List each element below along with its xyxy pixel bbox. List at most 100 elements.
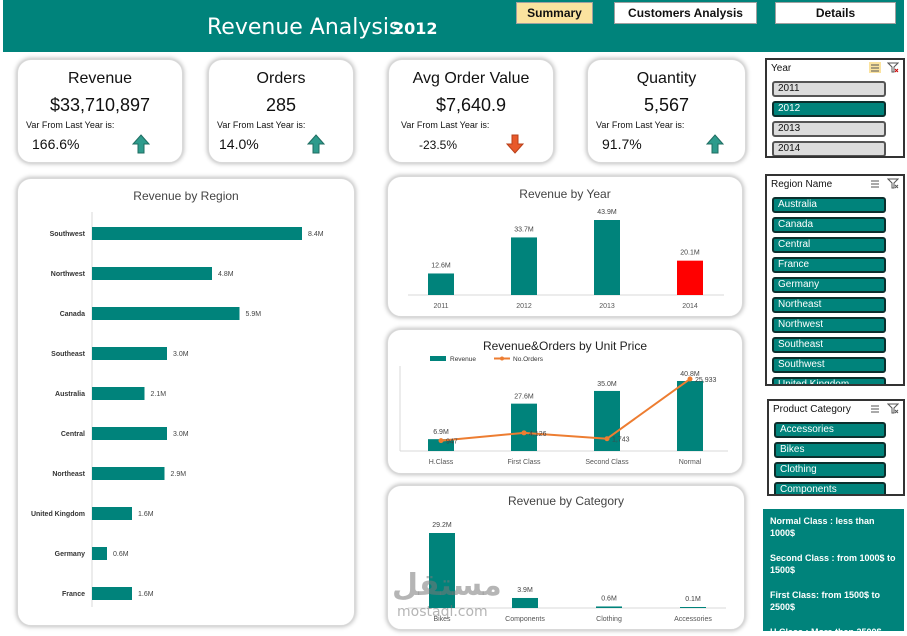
- chart-title: Revenue by Category: [507, 494, 625, 508]
- category-label: 2014: [682, 303, 698, 310]
- orders-point: [438, 438, 444, 444]
- slicer-title: Product Category: [773, 404, 851, 415]
- category-slicer-item[interactable]: Clothing: [774, 462, 886, 478]
- revenue-by-category-plot: 29.2M Bikes 3.9M Components 0.6M Clothing 0.1M…: [408, 522, 726, 623]
- revenue-by-year-plot: 12.6M 2011 33.7M 2012 43.9M 2013 20.1M 2014: [408, 209, 724, 310]
- category-label: Southwest: [50, 231, 86, 238]
- data-label: 6.9M: [433, 429, 449, 436]
- data-label: 947: [446, 439, 458, 446]
- region-bar: [92, 307, 240, 320]
- category-label: Clothing: [596, 616, 622, 623]
- year-slicer: Year 2011 2012 2013 2014: [765, 58, 905, 158]
- region-slicer-item[interactable]: Central: [772, 237, 886, 253]
- kpi-var-value: 14.0%: [219, 136, 259, 152]
- category-label: Bikes: [433, 616, 451, 623]
- clear-filter-icon[interactable]: [887, 62, 899, 73]
- price-class-note: Second Class : from 1000$ to 1500$: [770, 553, 896, 575]
- category-label: Australia: [55, 391, 85, 398]
- region-slicer-item[interactable]: Northwest: [772, 317, 886, 333]
- year-slicer-item[interactable]: 2014: [772, 141, 886, 156]
- category-label: First Class: [507, 459, 541, 466]
- data-label: 20.1M: [680, 250, 700, 257]
- data-label: 3.0M: [173, 351, 189, 358]
- category-bar: [680, 607, 706, 608]
- chart-title: Revenue by Year: [519, 187, 611, 201]
- category-label: Southeast: [51, 351, 86, 358]
- legend-label: Revenue: [450, 356, 476, 363]
- kpi-orders-card: Orders 285 Var From Last Year is: 14.0%: [208, 59, 354, 163]
- nav-summary-button[interactable]: Summary: [516, 2, 593, 24]
- category-label: Germany: [55, 551, 85, 558]
- legend-swatch: [430, 356, 446, 361]
- slicer-title: Year: [771, 63, 792, 74]
- clear-filter-icon[interactable]: [887, 403, 899, 414]
- price-class-legend: Normal Class : less than 1000$ Second Cl…: [763, 509, 904, 636]
- category-slicer-item[interactable]: Bikes: [774, 442, 886, 458]
- year-slicer-item[interactable]: 2012: [772, 101, 886, 117]
- kpi-value: $33,710,897: [49, 95, 151, 115]
- kpi-value: $7,640.9: [435, 95, 507, 115]
- arrow-down-icon: [506, 134, 524, 154]
- region-slicer-item[interactable]: Southeast: [772, 337, 886, 353]
- watermark-url: mostaql.com: [397, 604, 488, 620]
- region-slicer-item[interactable]: Canada: [772, 217, 886, 233]
- region-bar: [92, 347, 167, 360]
- category-label: Central: [61, 431, 85, 438]
- nav-customers-analysis-button[interactable]: Customers Analysis: [614, 2, 757, 24]
- region-bar: [92, 427, 167, 440]
- selected-year-label: 2012: [393, 19, 438, 38]
- region-bar: [92, 467, 165, 480]
- kpi-title: Avg Order Value: [412, 70, 530, 87]
- category-bar: [429, 533, 455, 608]
- data-label: 4.8M: [218, 271, 234, 278]
- price-class-note: H.Class : More than 2500$: [770, 627, 882, 636]
- kpi-quantity-card: Quantity 5,567 Var From Last Year is: 91…: [587, 59, 746, 163]
- category-label: 2013: [599, 303, 615, 310]
- region-slicer-item[interactable]: Southwest: [772, 357, 886, 373]
- region-slicer-item[interactable]: Northeast: [772, 297, 886, 313]
- dashboard-header: Revenue Analysis 2012: [3, 0, 904, 52]
- data-label: 0.6M: [113, 551, 129, 558]
- region-slicer-item[interactable]: Australia: [772, 197, 886, 213]
- category-label: France: [62, 591, 85, 598]
- multi-select-icon[interactable]: [869, 178, 881, 189]
- region-slicer-item[interactable]: United Kingdom: [772, 377, 886, 384]
- data-label: 3.0M: [173, 431, 189, 438]
- category-label: Normal: [679, 459, 702, 466]
- data-label: 8.4M: [308, 231, 324, 238]
- year-slicer-item[interactable]: 2013: [772, 121, 886, 137]
- category-slicer-item[interactable]: Accessories: [774, 422, 886, 438]
- legend-label: No.Orders: [513, 356, 544, 363]
- revenue-orders-by-unit-price-chart: Revenue&Orders by Unit Price Revenue No.O…: [387, 329, 743, 474]
- region-slicer-item[interactable]: France: [772, 257, 886, 273]
- category-slicer-item[interactable]: Components: [774, 482, 886, 494]
- region-bar: [92, 227, 302, 240]
- year-slicer-item[interactable]: 2011: [772, 81, 886, 97]
- kpi-value: 5,567: [643, 95, 690, 115]
- multi-select-icon[interactable]: [869, 403, 881, 414]
- chart-title: Revenue&Orders by Unit Price: [482, 339, 648, 353]
- category-bar: [596, 606, 622, 608]
- price-class-note: Normal Class : less than 1000$: [770, 516, 875, 538]
- nav-details-button[interactable]: Details: [775, 2, 896, 24]
- kpi-var-value: -23.5%: [419, 138, 458, 152]
- data-label: 3.9M: [517, 587, 533, 594]
- arrow-up-icon: [307, 134, 325, 154]
- clear-filter-icon[interactable]: [887, 178, 899, 189]
- category-label: Canada: [60, 311, 85, 318]
- data-label: 2.9M: [171, 471, 187, 478]
- revenue-bar: [428, 439, 454, 451]
- region-bar: [92, 387, 145, 400]
- data-label: 5.9M: [246, 311, 262, 318]
- region-slicer-item[interactable]: Germany: [772, 277, 886, 293]
- region-slicer: Region Name Australia Canada Central Fra…: [765, 174, 905, 386]
- revenue-bar: [677, 381, 703, 451]
- data-label: 1,743: [612, 437, 630, 444]
- arrow-up-icon: [706, 134, 724, 154]
- data-label: 2.1M: [151, 391, 167, 398]
- kpi-value: 285: [265, 95, 297, 115]
- multi-select-icon[interactable]: [869, 62, 881, 73]
- orders-point: [521, 430, 527, 436]
- revenue-by-category-chart: Revenue by Category 29.2M Bikes 3.9M Compon…: [387, 485, 745, 630]
- data-label: 0.6M: [601, 595, 617, 602]
